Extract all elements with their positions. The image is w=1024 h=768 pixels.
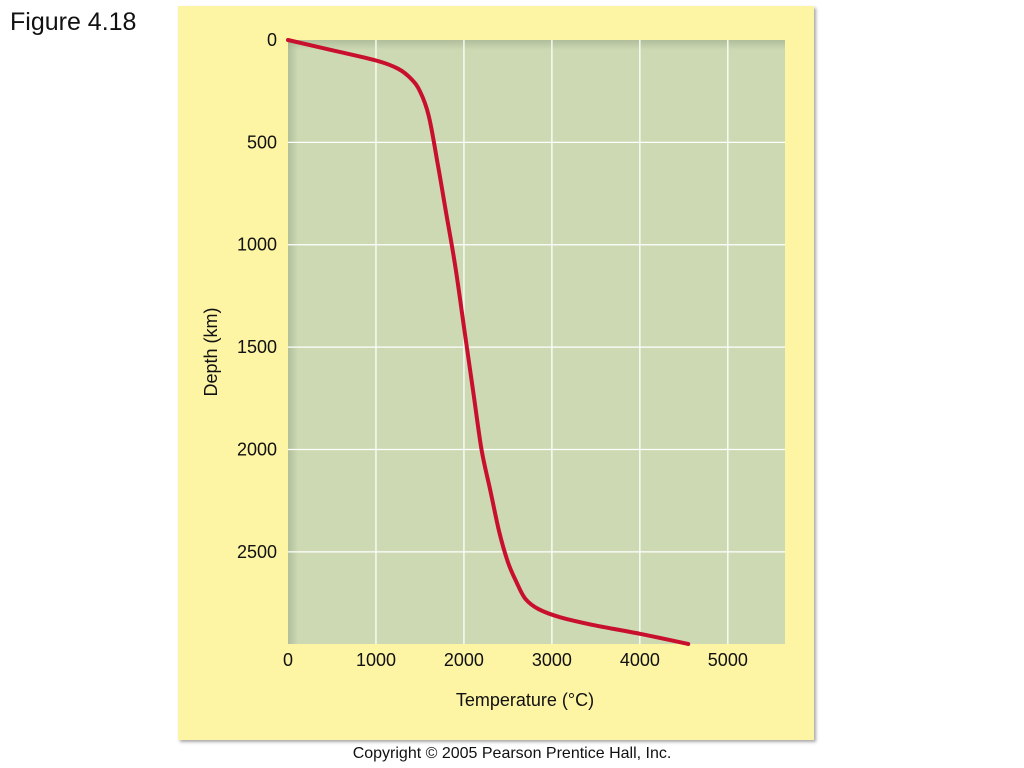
plot-shade-top xyxy=(288,40,785,50)
figure-label: Figure 4.18 xyxy=(10,8,137,36)
plot-area xyxy=(288,40,785,644)
y-tick-label: 500 xyxy=(247,132,277,152)
x-tick-label: 5000 xyxy=(708,650,748,670)
x-tick-label: 2000 xyxy=(444,650,484,670)
x-tick-label: 1000 xyxy=(356,650,396,670)
x-axis-label: Temperature (°C) xyxy=(456,690,594,710)
y-tick-label: 1000 xyxy=(237,235,277,255)
temperature-curve xyxy=(286,38,691,646)
y-tick-label: 2000 xyxy=(237,439,277,459)
copyright-notice: Copyright © 2005 Pearson Prentice Hall, … xyxy=(352,745,672,762)
x-tick-label: 4000 xyxy=(620,650,660,670)
y-tick-label: 1500 xyxy=(237,337,277,357)
y-tick-label: 0 xyxy=(267,30,277,50)
y-tick-label: 2500 xyxy=(237,542,277,562)
plot-shade-left xyxy=(288,40,298,644)
x-tick-label: 3000 xyxy=(532,650,572,670)
y-axis-label: Depth (km) xyxy=(201,307,221,396)
x-tick-label: 0 xyxy=(283,650,293,670)
